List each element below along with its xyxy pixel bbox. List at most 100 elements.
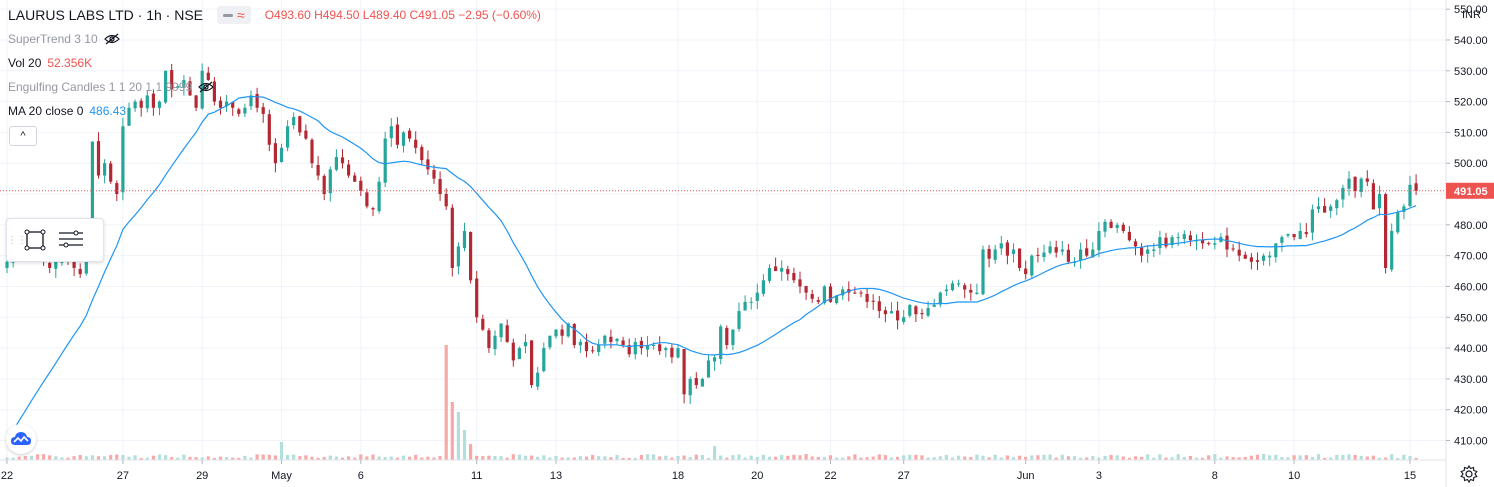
candle-body [597,345,601,353]
y-tick-label: 430.00 [1454,374,1488,386]
candle-body [560,329,564,336]
volume-bar [17,456,21,460]
candle-body [1194,240,1199,242]
candle-body [1292,234,1296,238]
candle-body [969,289,973,293]
candle-body [1164,237,1168,247]
volume-bar [920,455,924,460]
volume-bar [1005,455,1009,460]
indicator-label: MA 20 close 0 [8,104,84,118]
candle-body [237,109,241,114]
volume-bar [963,456,967,460]
volume-bar [1024,456,1028,460]
volume-bar [225,456,229,460]
candle-body [523,341,528,347]
eye-hidden-icon[interactable] [103,33,120,45]
volume-bar [822,456,826,460]
wave-icon: ≈ [237,7,245,23]
candle-body [218,100,223,108]
volume-bar [950,457,955,460]
candle-body [859,292,863,294]
indicator-ma[interactable]: MA 20 close 0 486.43 [8,104,126,118]
candle-body [780,267,784,272]
volume-bar [286,454,290,460]
indicator-supertrend[interactable]: SuperTrend 3 10 [8,32,120,46]
candle-body [133,101,137,109]
rectangle-tool-button[interactable] [17,222,53,258]
collapse-legend-button[interactable]: ^ [9,126,37,146]
x-tick-label: 27 [117,470,129,482]
chart-style-pill[interactable]: ≈ [217,6,251,24]
indicator-label: Vol 20 [8,56,42,70]
volume-bar [1030,455,1034,460]
indicator-engulfing[interactable]: Engulfing Candles 1 1 20 1 1 9999 [8,80,215,94]
volume-bar [90,455,94,460]
volume-bar [493,456,497,460]
symbol-title: LAURUS LABS LTD · 1h · NSE [8,7,204,23]
volume-bar [847,456,851,460]
drag-handle-icon[interactable]: ⋮⋮ [7,234,27,246]
candle-body [408,130,412,139]
volume-bar [133,455,137,460]
candle-body [5,261,9,268]
candle-body [694,378,698,386]
eye-hidden-icon[interactable] [198,81,215,93]
candle-body [908,304,912,316]
volume-bar [511,454,515,460]
candle-body [1384,194,1388,268]
candle-body [145,95,149,109]
y-tick-label: 460.00 [1454,281,1488,293]
volume-bar [597,456,601,460]
volume-bar [1152,457,1156,460]
candle-body [621,340,625,345]
candle-body [48,262,52,268]
candle-body [755,292,759,301]
volume-bar [615,454,619,460]
tradingview-logo[interactable] [6,424,36,454]
indicator-volume[interactable]: Vol 20 52.356K [8,56,92,70]
candle-body [761,280,765,294]
volume-bar [273,455,277,460]
candle-body [688,378,692,396]
volume-bar [371,454,375,460]
volume-bar [292,454,296,460]
candle-body [1127,231,1131,241]
volume-bar [572,457,576,460]
volume-bar [658,456,662,460]
volume-bar [164,455,168,460]
volume-bar [420,457,424,460]
volume-bar [96,456,101,460]
candle-body [164,70,168,103]
candle-body [1066,249,1070,262]
candle-body [1146,249,1150,254]
volume-bar [298,456,302,460]
volume-bar [889,457,894,460]
volume-bar [1359,455,1363,460]
volume-bar [1018,455,1022,460]
volume-bar [267,454,271,460]
x-tick-label: 20 [751,470,763,482]
volume-bar [621,457,625,460]
volume-bar [993,454,997,460]
candle-body [889,311,894,314]
candle-body [871,300,875,302]
volume-bar [78,454,82,460]
x-tick-label: 15 [1404,470,1416,482]
candle-body [1109,221,1113,228]
volume-bar [115,454,119,460]
candle-body [743,301,747,311]
volume-bar [1353,455,1357,460]
candle-body [920,313,924,315]
volume-bar [731,455,735,460]
volume-bar [444,345,448,460]
settings-lines-button[interactable] [53,222,89,258]
volume-bar [1390,454,1394,460]
candle-body [792,272,796,281]
volume-bar [414,454,418,460]
volume-bar [530,455,534,460]
candle-body [377,181,381,212]
gear-icon[interactable] [1460,465,1478,483]
volume-bar [737,454,741,460]
volume-bar [1316,454,1321,460]
